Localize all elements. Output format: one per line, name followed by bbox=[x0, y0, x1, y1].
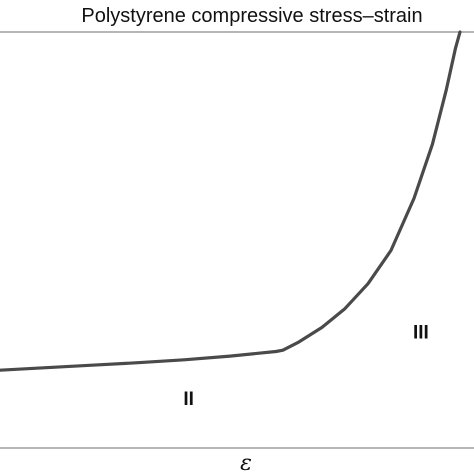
region-label-ii: II bbox=[183, 389, 194, 410]
region-label-iii: III bbox=[413, 323, 429, 344]
chart-title: Polystyrene compressive stress–strain bbox=[81, 5, 422, 27]
x-axis-label: ε bbox=[240, 451, 252, 474]
stress-strain-curve bbox=[0, 30, 462, 372]
